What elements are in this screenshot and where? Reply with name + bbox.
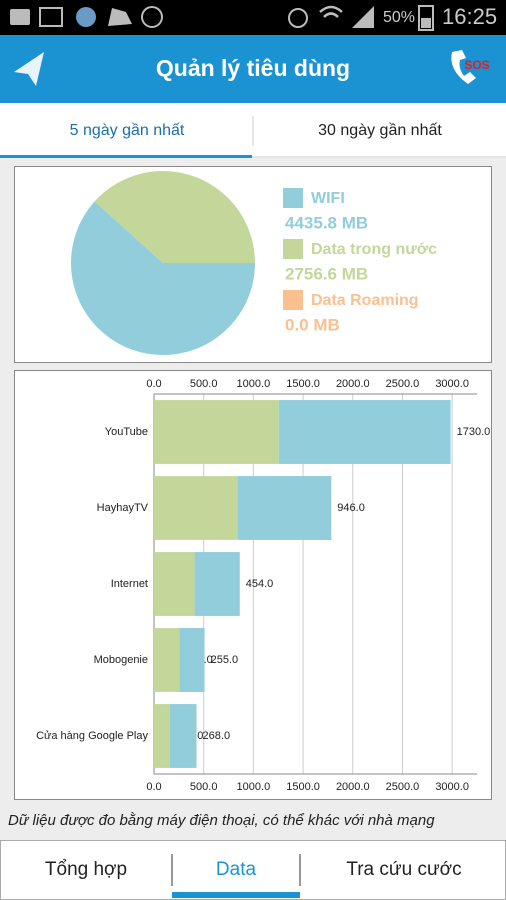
- pie-slice: [94, 170, 255, 263]
- x-tick-label: 500.0: [190, 781, 218, 793]
- status-icon: [39, 7, 63, 27]
- y-tick-label: Cửa hàng Google Play: [36, 730, 148, 742]
- legend-label: Data Roaming: [311, 292, 419, 309]
- x-tick-label: 3000.0: [435, 378, 469, 390]
- status-icon: [108, 8, 132, 26]
- pie-slice: [70, 201, 255, 355]
- note: Dữ liệu được đo bằng máy điện thoại, có …: [8, 812, 435, 829]
- bar-segment: [169, 704, 197, 768]
- value-label: 268.0: [203, 730, 231, 742]
- bar-segment: [154, 552, 195, 616]
- status-icon: [319, 5, 343, 18]
- value-label: 255.0: [211, 654, 239, 666]
- y-tick-label: Mobogenie: [94, 654, 148, 666]
- legend-label: WIFI: [311, 190, 345, 207]
- x-tick-label: 1500.0: [286, 781, 320, 793]
- x-tick-label: 500.0: [190, 378, 218, 390]
- back-button[interactable]: [14, 52, 44, 86]
- x-tick-label: 3000.0: [435, 781, 469, 793]
- legend-value: 2756.6 MB: [285, 264, 368, 283]
- battery-icon: [418, 5, 434, 31]
- x-tick-label: 2000.0: [336, 378, 370, 390]
- bar-segment: [194, 552, 240, 616]
- legend-label: Data trong nước: [311, 241, 437, 258]
- x-tick-label: 0.0: [146, 378, 161, 390]
- bar-segment: [179, 628, 205, 692]
- bottom-tab[interactable]: Tổng hợp: [45, 859, 127, 880]
- bar-segment: [278, 400, 451, 464]
- clock: 16:25: [442, 4, 497, 29]
- bar-segment: [154, 704, 170, 768]
- status-icon: [352, 6, 374, 28]
- header-title: Quản lý tiêu dùng: [156, 55, 350, 81]
- y-tick-label: Internet: [111, 578, 148, 590]
- header: [0, 35, 506, 103]
- x-tick-label: 2000.0: [336, 781, 370, 793]
- bar-segment: [237, 476, 332, 540]
- y-tick-label: HayhayTV: [97, 502, 149, 514]
- status-icon: [76, 7, 96, 27]
- legend-value: 4435.8 MB: [285, 213, 368, 232]
- x-tick-label: 1500.0: [286, 378, 320, 390]
- bar-segment: [154, 400, 279, 464]
- tab[interactable]: 30 ngày gần nhất: [318, 122, 442, 139]
- status-icon: [10, 9, 30, 25]
- tab[interactable]: 5 ngày gần nhất: [70, 122, 185, 139]
- bar-chart: 0.0 0.0 500.0 500.0 1000.0 1000.0 1500.0 1500.0…: [36, 378, 490, 793]
- legend-swatch: [283, 188, 303, 208]
- bottom-tab[interactable]: Tra cứu cước: [346, 859, 461, 880]
- x-tick-label: 0.0: [146, 781, 161, 793]
- legend-value: 0.0 MB: [285, 315, 340, 334]
- bottom-tab[interactable]: Data: [216, 859, 257, 880]
- x-tick-label: 2500.0: [386, 378, 420, 390]
- value-label: 1730.0: [457, 426, 491, 438]
- battery-text: 50%: [383, 9, 415, 26]
- legend-swatch: [283, 239, 303, 259]
- bar-segment: [154, 476, 238, 540]
- pie-chart: WIFI 4435.8 MB Data trong nước 2756.6 MB Dat…: [70, 170, 437, 355]
- sos-label: SOS: [464, 58, 489, 72]
- battery-level: [421, 18, 431, 28]
- legend-swatch: [283, 290, 303, 310]
- x-tick-label: 1000.0: [237, 378, 271, 390]
- sos-icon[interactable]: [451, 50, 476, 84]
- value-label: 946.0: [337, 502, 365, 514]
- bottom-tab-indicator: [172, 892, 300, 898]
- x-tick-label: 2500.0: [386, 781, 420, 793]
- tab-indicator: [0, 155, 252, 158]
- y-tick-label: YouTube: [105, 426, 148, 438]
- status-icon: [288, 8, 308, 28]
- x-tick-label: 1000.0: [237, 781, 271, 793]
- bar-segment: [154, 628, 180, 692]
- value-label: 454.0: [246, 578, 274, 590]
- status-icon: [141, 6, 163, 28]
